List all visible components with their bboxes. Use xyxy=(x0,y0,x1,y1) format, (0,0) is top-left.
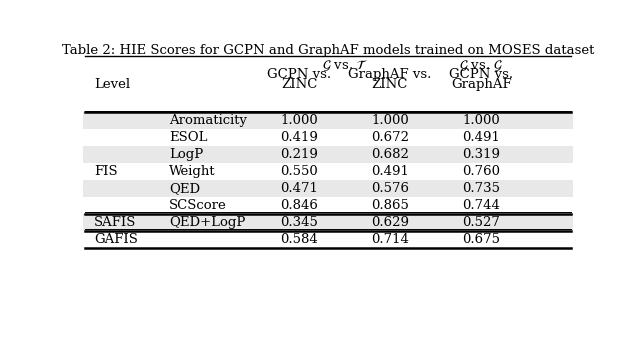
Text: 0.219: 0.219 xyxy=(280,148,318,161)
Text: $\mathcal{G}$ vs. $\mathcal{T}$: $\mathcal{G}$ vs. $\mathcal{T}$ xyxy=(321,58,368,73)
Text: LogP: LogP xyxy=(169,148,204,161)
Bar xyxy=(83,180,573,197)
Text: GraphAF vs.: GraphAF vs. xyxy=(348,68,432,81)
Text: GAFIS: GAFIS xyxy=(94,233,138,246)
Text: GCPN vs.: GCPN vs. xyxy=(268,68,332,81)
Text: 0.319: 0.319 xyxy=(463,148,500,161)
Text: QED: QED xyxy=(169,182,200,195)
Text: 1.000: 1.000 xyxy=(463,114,500,127)
Text: 0.744: 0.744 xyxy=(463,199,500,212)
Bar xyxy=(83,146,573,163)
Text: 0.865: 0.865 xyxy=(371,199,409,212)
Text: 0.419: 0.419 xyxy=(280,131,318,144)
Text: Weight: Weight xyxy=(169,165,216,178)
Text: Table 2: HIE Scores for GCPN and GraphAF models trained on MOSES dataset: Table 2: HIE Scores for GCPN and GraphAF… xyxy=(62,45,594,58)
Text: 0.527: 0.527 xyxy=(463,216,500,229)
Text: 0.672: 0.672 xyxy=(371,131,409,144)
Text: 0.629: 0.629 xyxy=(371,216,409,229)
Text: 0.491: 0.491 xyxy=(371,165,409,178)
Text: 0.550: 0.550 xyxy=(280,165,318,178)
Text: 0.735: 0.735 xyxy=(463,182,500,195)
Text: QED+LogP: QED+LogP xyxy=(169,216,246,229)
Bar xyxy=(83,112,573,129)
Text: 0.682: 0.682 xyxy=(371,148,409,161)
Text: 0.714: 0.714 xyxy=(371,233,409,246)
Text: SCScore: SCScore xyxy=(169,199,227,212)
Text: 0.576: 0.576 xyxy=(371,182,409,195)
Text: 0.675: 0.675 xyxy=(463,233,500,246)
Text: 0.846: 0.846 xyxy=(280,199,318,212)
Text: GCPN vs.: GCPN vs. xyxy=(449,68,513,81)
Text: SAFIS: SAFIS xyxy=(94,216,136,229)
Text: 1.000: 1.000 xyxy=(371,114,409,127)
Bar xyxy=(83,214,573,231)
Text: 0.345: 0.345 xyxy=(280,216,318,229)
Text: 0.471: 0.471 xyxy=(280,182,318,195)
Text: GraphAF: GraphAF xyxy=(451,78,512,91)
Text: Aromaticity: Aromaticity xyxy=(169,114,247,127)
Text: Level: Level xyxy=(94,78,130,91)
Text: ZINC: ZINC xyxy=(281,78,317,91)
Text: ESOL: ESOL xyxy=(169,131,207,144)
Text: $\mathcal{G}$ vs. $\mathcal{G}$: $\mathcal{G}$ vs. $\mathcal{G}$ xyxy=(460,58,504,73)
Text: 0.491: 0.491 xyxy=(463,131,500,144)
Text: 1.000: 1.000 xyxy=(280,114,318,127)
Text: ZINC: ZINC xyxy=(372,78,408,91)
Text: 0.584: 0.584 xyxy=(280,233,318,246)
Text: 0.760: 0.760 xyxy=(463,165,500,178)
Text: FIS: FIS xyxy=(94,165,118,178)
